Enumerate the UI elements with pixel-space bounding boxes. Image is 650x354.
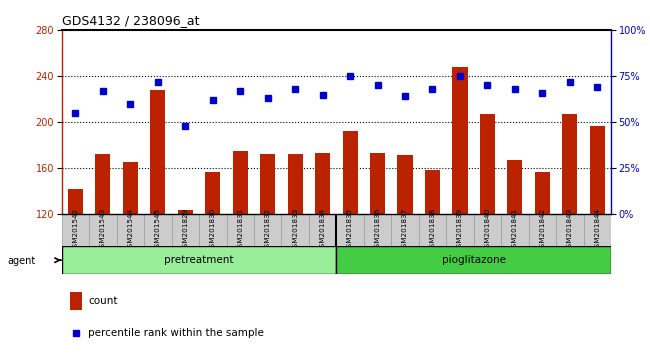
Text: GSM201843: GSM201843 <box>567 208 573 252</box>
Text: GSM201839: GSM201839 <box>457 208 463 252</box>
Text: GSM201829: GSM201829 <box>183 208 188 252</box>
Bar <box>584 214 611 246</box>
Bar <box>227 214 254 246</box>
Text: pretreatment: pretreatment <box>164 255 234 265</box>
Bar <box>528 214 556 246</box>
Text: GSM201831: GSM201831 <box>237 208 243 252</box>
Bar <box>178 210 193 214</box>
Text: GSM201838: GSM201838 <box>430 208 436 252</box>
Bar <box>62 214 89 246</box>
Bar <box>343 131 358 214</box>
Bar <box>446 214 474 246</box>
Text: GSM201841: GSM201841 <box>512 208 518 252</box>
Text: agent: agent <box>8 256 36 266</box>
Bar <box>398 155 413 214</box>
Bar <box>89 214 117 246</box>
Bar <box>150 90 165 214</box>
Bar <box>309 214 337 246</box>
Bar <box>391 214 419 246</box>
Text: GDS4132 / 238096_at: GDS4132 / 238096_at <box>62 14 200 27</box>
Text: percentile rank within the sample: percentile rank within the sample <box>88 328 264 338</box>
Bar <box>233 151 248 214</box>
Bar <box>337 246 611 274</box>
Text: GSM201545: GSM201545 <box>155 208 161 252</box>
Text: GSM201837: GSM201837 <box>402 208 408 252</box>
Text: GSM201844: GSM201844 <box>594 208 600 252</box>
Bar <box>117 214 144 246</box>
Bar <box>172 214 199 246</box>
Bar <box>123 162 138 214</box>
Bar <box>556 214 584 246</box>
Text: count: count <box>88 296 118 306</box>
Text: GSM201832: GSM201832 <box>265 208 270 252</box>
Bar <box>288 154 303 214</box>
Bar <box>590 126 605 214</box>
Bar <box>364 214 391 246</box>
Bar <box>260 154 275 214</box>
Bar <box>254 214 281 246</box>
Text: GSM201840: GSM201840 <box>484 208 490 252</box>
Bar <box>315 153 330 214</box>
Bar <box>474 214 501 246</box>
Bar <box>562 114 577 214</box>
Text: GSM201834: GSM201834 <box>320 208 326 252</box>
Bar <box>480 114 495 214</box>
Bar <box>419 214 446 246</box>
Bar <box>501 214 528 246</box>
Text: GSM201835: GSM201835 <box>347 208 353 252</box>
Bar <box>425 170 440 214</box>
Bar <box>281 214 309 246</box>
Bar <box>70 292 82 310</box>
Bar <box>452 67 467 214</box>
Bar <box>68 189 83 214</box>
Text: GSM201542: GSM201542 <box>73 208 79 252</box>
Bar <box>535 172 550 214</box>
Bar <box>337 214 364 246</box>
Text: GSM201836: GSM201836 <box>374 208 380 252</box>
Text: GSM201543: GSM201543 <box>100 208 106 252</box>
Text: GSM201830: GSM201830 <box>210 208 216 252</box>
Bar <box>199 214 227 246</box>
Bar <box>508 160 523 214</box>
Text: GSM201842: GSM201842 <box>540 208 545 252</box>
Bar <box>96 154 111 214</box>
Text: pioglitazone: pioglitazone <box>442 255 506 265</box>
Text: GSM201544: GSM201544 <box>127 208 133 252</box>
Bar <box>144 214 172 246</box>
Text: GSM201833: GSM201833 <box>292 208 298 252</box>
Bar <box>370 153 385 214</box>
Bar <box>62 246 337 274</box>
Bar <box>205 172 220 214</box>
